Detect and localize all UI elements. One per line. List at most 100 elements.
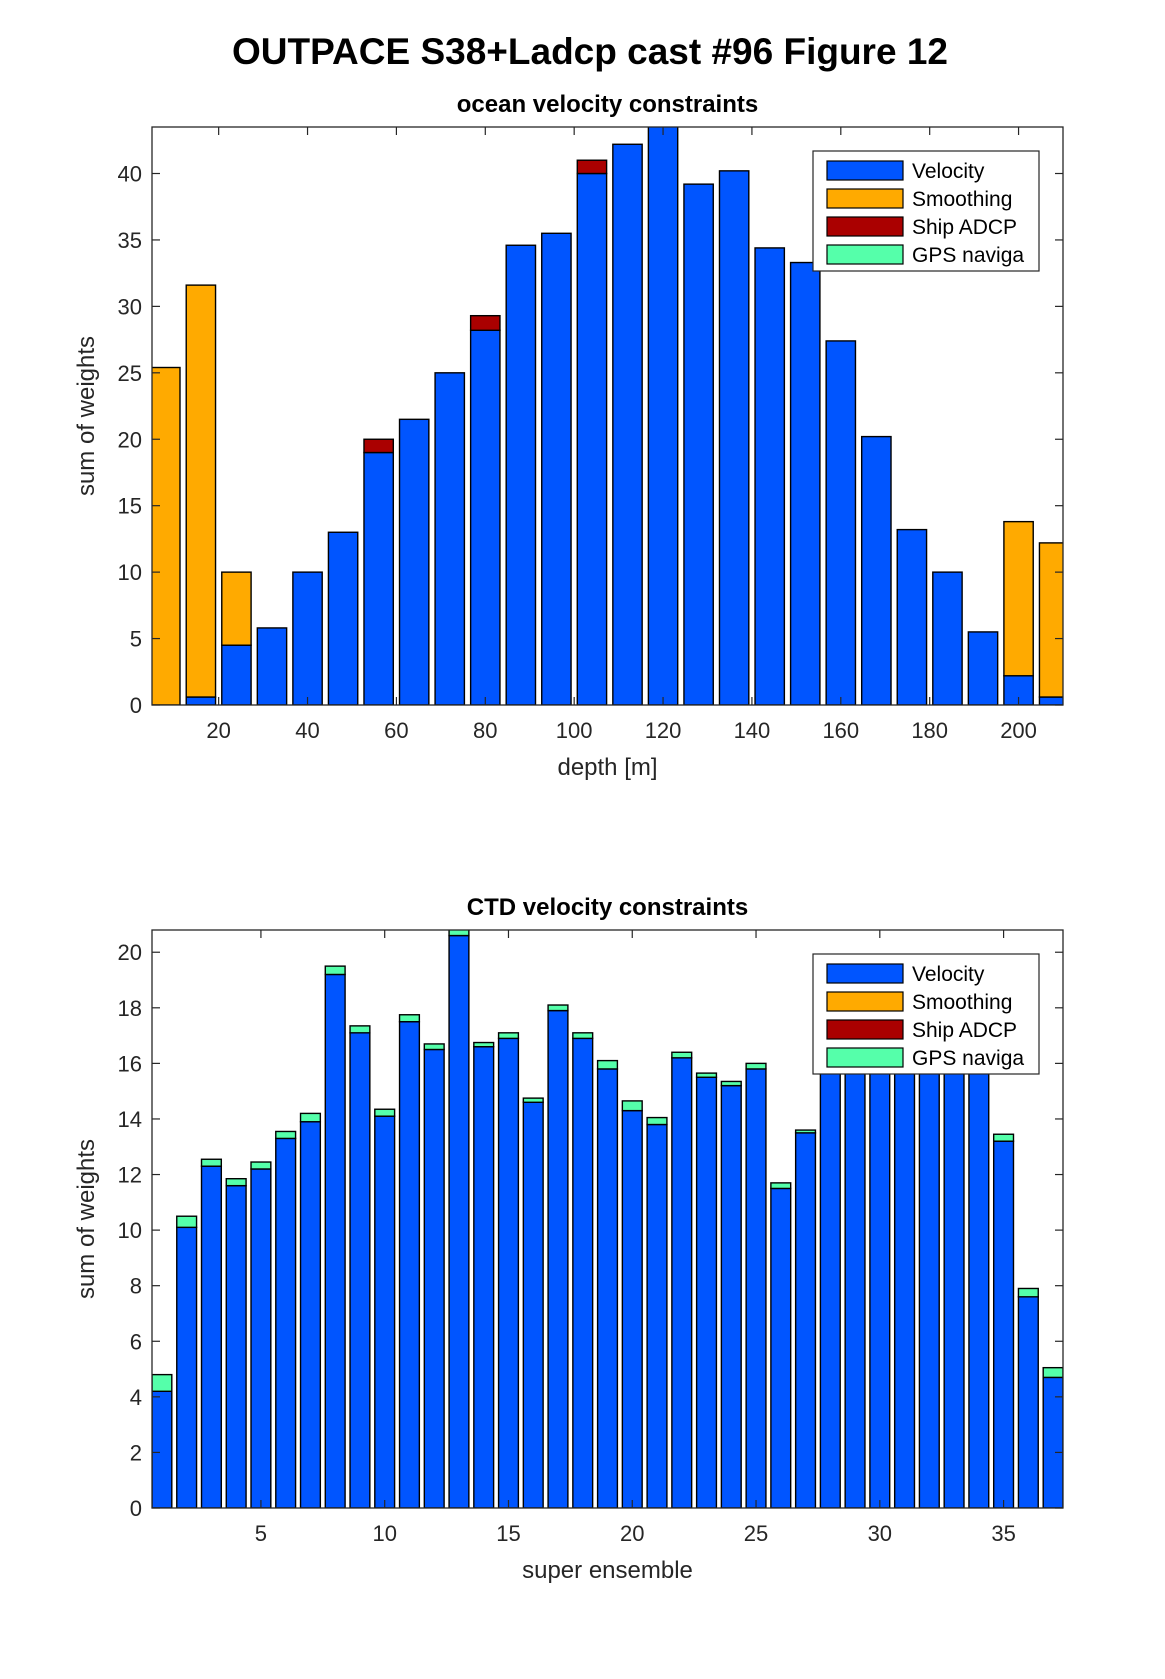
bar-velocity-24 (720, 1084, 742, 1508)
bar-smoothing-3 (221, 571, 252, 646)
legend-swatch-gps-naviga (826, 244, 904, 265)
bar-velocity-17 (718, 170, 750, 705)
ctd-velocity-constraints-bars (152, 930, 1063, 1508)
ocean-velocity-constraints-ylabel: sum of weights (73, 336, 100, 496)
bar-gps-naviga-6 (275, 1130, 297, 1140)
bar-velocity-16 (522, 1101, 544, 1508)
bar-gps-naviga-17 (547, 1004, 569, 1012)
ocean-velocity-constraints-xtick-label-4: 100 (556, 718, 593, 743)
bar-velocity-17 (547, 1009, 569, 1508)
bar-velocity-7 (299, 1121, 322, 1508)
bar-gps-naviga-16 (522, 1097, 544, 1103)
ctd-velocity-constraints-ytick-label-4: 8 (130, 1274, 142, 1299)
bar-velocity-18 (754, 247, 786, 705)
ocean-velocity-constraints-xtick-label-2: 60 (384, 718, 408, 743)
ocean-velocity-constraints-ytick-label-1: 5 (130, 627, 142, 652)
legend-swatch-ship-adcp (826, 216, 904, 237)
bar-velocity-14 (473, 1046, 495, 1508)
bar-gps-naviga-35 (992, 1133, 1015, 1142)
ocean-velocity-constraints-axes-box (151, 126, 1064, 706)
ocean-velocity-constraints-xtick-label-6: 140 (734, 718, 771, 743)
ocean-velocity-constraints-chart: 20 40 60 80 100 120 140 160 180 200 0 5 10 15 20 25 30 35… (73, 91, 1064, 781)
legend-label-gps-naviga: GPS naviga (912, 244, 1024, 267)
bar-velocity-6 (327, 531, 359, 705)
bar-velocity-26 (770, 1187, 792, 1508)
bar-velocity-14 (612, 143, 643, 705)
bar-velocity-13 (448, 934, 470, 1508)
bar-smoothing-25 (1003, 520, 1034, 677)
bar-gps-naviga-11 (398, 1014, 421, 1023)
ctd-velocity-constraints-legend: Velocity Smoothing Ship ADCP GPS naviga (812, 953, 1040, 1075)
legend-label-velocity: Velocity (912, 963, 985, 986)
bar-velocity-5 (292, 571, 323, 705)
bar-velocity-22 (671, 1057, 693, 1508)
bar-velocity-20 (621, 1109, 643, 1508)
bar-velocity-20 (825, 340, 857, 705)
bar-velocity-13 (576, 172, 608, 705)
bar-velocity-6 (275, 1137, 297, 1508)
bar-gps-naviga-19 (596, 1059, 619, 1070)
bar-velocity-29 (844, 1048, 866, 1508)
legend-swatch-smoothing (826, 188, 904, 209)
ocean-velocity-constraints-xtick-label-7: 160 (822, 718, 859, 743)
bar-gps-naviga-9 (349, 1025, 371, 1034)
legend-label-ship-adcp: Ship ADCP (912, 216, 1017, 239)
ctd-velocity-constraints-xtick-label-1: 10 (372, 1521, 396, 1546)
ctd-velocity-constraints-xtick-label-0: 5 (255, 1521, 267, 1546)
bar-velocity-12 (541, 232, 572, 705)
ctd-velocity-constraints-ytick-label-9: 18 (118, 996, 142, 1021)
bar-gps-naviga-21 (646, 1116, 668, 1126)
ctd-velocity-constraints-ytick-label-8: 16 (118, 1051, 142, 1076)
bar-gps-naviga-18 (572, 1032, 594, 1040)
ocean-velocity-constraints-ytick-label-6: 30 (118, 294, 142, 319)
bar-velocity-25 (745, 1068, 767, 1508)
ocean-velocity-constraints-xtick-label-9: 200 (1000, 718, 1037, 743)
legend-label-smoothing: Smoothing (912, 188, 1012, 211)
bar-gps-naviga-24 (720, 1080, 742, 1087)
bar-velocity-36 (1017, 1296, 1039, 1508)
bar-ship-adcp-13 (576, 159, 608, 175)
bar-gps-naviga-36 (1017, 1287, 1039, 1298)
bar-velocity-9 (434, 372, 466, 705)
ocean-velocity-constraints-ytick-label-8: 40 (118, 162, 142, 187)
bar-velocity-2 (185, 696, 217, 705)
ctd-velocity-constraints-xtick-label-2: 15 (496, 1521, 520, 1546)
ctd-velocity-constraints-ytick-label-10: 20 (118, 940, 142, 965)
bar-velocity-5 (250, 1168, 272, 1508)
bar-velocity-16 (683, 183, 714, 705)
bar-gps-naviga-2 (176, 1215, 198, 1229)
bar-gps-naviga-4 (225, 1178, 247, 1187)
bar-velocity-21 (860, 435, 892, 705)
ocean-velocity-constraints-xtick-label-3: 80 (473, 718, 497, 743)
ctd-velocity-constraints-ylabel: sum of weights (73, 1139, 100, 1299)
ctd-velocity-constraints-chart: 5 10 15 20 25 30 35 0 2 4 6 8 10 12 14 16 18 20 CTD veloci… (73, 894, 1064, 1584)
ctd-velocity-constraints-xtick-label-3: 20 (620, 1521, 644, 1546)
ctd-velocity-constraints-xtick-label-4: 25 (744, 1521, 768, 1546)
figure-title: OUTPACE S38+Ladcp cast #96 Figure 12 (232, 31, 948, 72)
bar-velocity-23 (695, 1076, 718, 1508)
bar-velocity-4 (256, 627, 288, 705)
bar-velocity-12 (423, 1048, 445, 1508)
bar-ship-adcp-10 (469, 314, 501, 331)
ctd-velocity-constraints-ytick-label-0: 0 (130, 1496, 142, 1521)
legend-swatch-velocity (826, 160, 904, 181)
legend-swatch-gps-naviga (826, 1047, 904, 1068)
bar-smoothing-2 (185, 284, 217, 698)
bar-smoothing-26 (1038, 542, 1063, 698)
bar-velocity-27 (794, 1132, 817, 1508)
bar-gps-naviga-8 (324, 965, 346, 976)
legend-label-velocity: Velocity (912, 160, 985, 183)
bar-gps-naviga-13 (448, 930, 470, 937)
ctd-velocity-constraints-ytick-label-3: 6 (130, 1329, 142, 1354)
ctd-velocity-constraints-axes-box (151, 929, 1064, 1509)
bar-gps-naviga-25 (745, 1062, 767, 1070)
ctd-velocity-constraints-ytick-label-6: 12 (118, 1163, 142, 1188)
bar-gps-naviga-22 (671, 1051, 693, 1059)
bar-gps-naviga-15 (497, 1032, 520, 1040)
ocean-velocity-constraints-ytick-label-4: 20 (118, 427, 142, 452)
bar-gps-naviga-20 (621, 1100, 643, 1112)
bar-gps-naviga-1 (152, 1373, 173, 1392)
ocean-velocity-constraints-bars (152, 127, 1063, 705)
bar-velocity-10 (374, 1115, 396, 1508)
bar-velocity-24 (967, 631, 999, 705)
